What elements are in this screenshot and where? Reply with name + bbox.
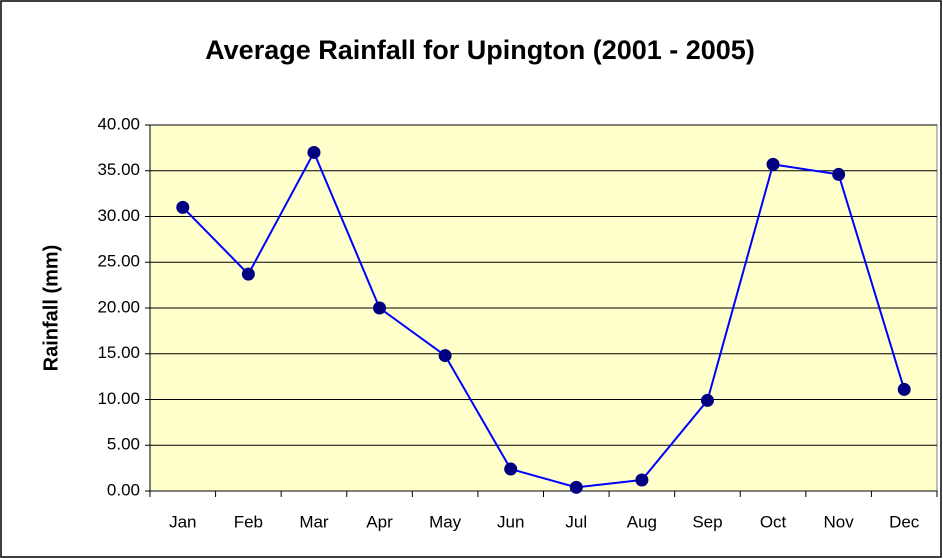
data-line <box>182 150 906 489</box>
y-axis-label: Rainfall (mm) <box>40 245 62 372</box>
x-tick-label: Dec <box>889 512 920 531</box>
data-point <box>569 480 583 494</box>
data-point <box>766 157 780 171</box>
y-tick-label: 15.00 <box>97 343 140 362</box>
x-tick-label: Oct <box>760 512 787 531</box>
data-point <box>176 200 190 214</box>
x-tick-label: Nov <box>824 512 855 531</box>
data-point <box>832 167 846 181</box>
x-tick-label: Jul <box>565 512 587 531</box>
data-point <box>897 382 911 396</box>
x-tick-label: Aug <box>627 512 657 531</box>
data-point <box>504 462 518 476</box>
data-point <box>307 145 321 159</box>
y-tick-label: 40.00 <box>97 114 140 133</box>
x-tick-label: Sep <box>692 512 722 531</box>
y-tick-label: 30.00 <box>97 206 140 225</box>
y-tick-label: 25.00 <box>97 252 140 271</box>
data-point <box>241 267 255 281</box>
data-point <box>700 393 714 407</box>
data-point <box>373 301 387 315</box>
y-tick-label: 35.00 <box>97 160 140 179</box>
x-tick-label: May <box>429 512 462 531</box>
chart-title: Average Rainfall for Upington (2001 - 20… <box>205 35 755 65</box>
x-tick-label: Jan <box>169 512 196 531</box>
y-tick-label: 0.00 <box>107 480 140 499</box>
x-tick-label: Feb <box>234 512 263 531</box>
y-tick-label: 10.00 <box>97 389 140 408</box>
x-tick-label: Apr <box>366 512 393 531</box>
y-tick-label: 20.00 <box>97 297 140 316</box>
data-point <box>438 349 452 363</box>
y-tick-label: 5.00 <box>107 435 140 454</box>
x-tick-label: Jun <box>497 512 524 531</box>
x-tick-label: Mar <box>299 512 329 531</box>
data-point <box>635 473 649 487</box>
